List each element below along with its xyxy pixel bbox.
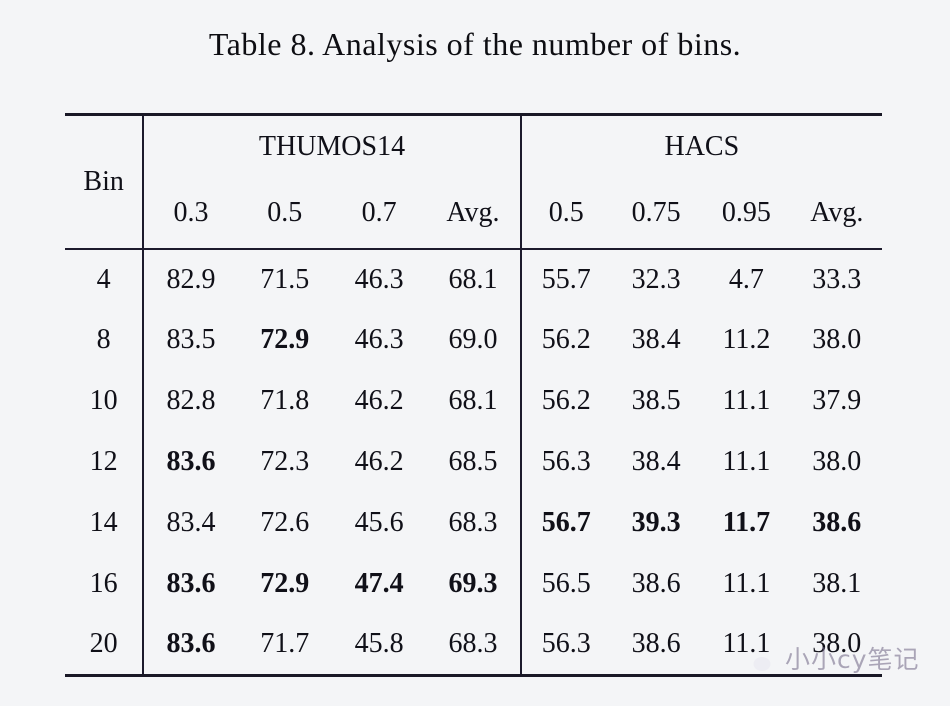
subheader-hacs-0.5: 0.5 (519, 178, 611, 250)
table-row: 12 83.6 72.3 46.2 68.5 56.3 38.4 11.1 38.0 (65, 431, 882, 493)
metric-cell: 83.5 (142, 309, 238, 371)
watermark-text: 小小cy笔记 (785, 645, 920, 674)
metric-cell: 71.8 (260, 385, 310, 416)
metric-cell: 11.7 (722, 507, 771, 538)
metric-cell: 11.1 (722, 385, 771, 416)
subheader-thumos-avg: Avg. (426, 178, 521, 250)
subheader-hacs-avg: Avg. (791, 178, 882, 250)
metric-cell: 38.6 (812, 507, 862, 538)
bin-value: 8 (96, 324, 111, 355)
metric-cell: 72.3 (260, 446, 310, 477)
bin-value: 4 (96, 263, 111, 295)
metric-cell: 56.2 (519, 309, 611, 371)
metric-cell: 72.9 (260, 568, 310, 599)
subheader-hacs-0.75: 0.75 (610, 178, 702, 250)
metric-cell: 71.7 (260, 628, 310, 660)
metric-cell: 72.6 (260, 507, 310, 538)
metric-cell: 33.3 (812, 263, 862, 295)
metric-cell: 38.5 (631, 385, 681, 416)
bin-value: 14 (89, 507, 118, 538)
bin-value: 12 (89, 446, 118, 477)
subheader-thumos-0.7: 0.7 (331, 178, 427, 250)
metric-cell: 69.3 (448, 568, 498, 599)
bin-value: 20 (89, 628, 118, 660)
metric-cell: 37.9 (812, 385, 862, 416)
metric-cell: 38.0 (812, 628, 862, 660)
metric-cell: 39.3 (631, 507, 681, 538)
metric-cell: 68.5 (448, 446, 498, 477)
metric-cell: 71.5 (260, 263, 310, 295)
metric-cell: 38.6 (631, 628, 681, 660)
metric-cell: 68.3 (448, 628, 498, 660)
metric-cell: 11.1 (722, 568, 771, 599)
metric-cell: 68.1 (448, 263, 498, 295)
group-header-row: Bin THUMOS14 HACS (65, 114, 882, 250)
metric-cell: 47.4 (354, 568, 404, 599)
bin-column-header: Bin (65, 114, 144, 250)
table-row: 14 83.4 72.6 45.6 68.3 56.7 39.3 11.7 38.6 (65, 492, 882, 554)
metric-cell: 38.0 (812, 324, 862, 355)
metric-cell: 56.5 (519, 553, 611, 615)
metric-cell: 56.3 (519, 614, 611, 676)
metric-cell: 56.3 (519, 431, 611, 493)
metric-cell: 45.8 (354, 628, 404, 660)
watermark: 小小cy笔记 (742, 640, 920, 676)
metric-cell: 11.1 (722, 446, 771, 477)
table-row: 20 83.6 71.7 45.8 68.3 56.3 38.6 11.1 38.0 (65, 614, 882, 676)
metric-cell: 32.3 (631, 263, 681, 295)
bins-analysis-table: Bin THUMOS14 HACS 0.3 0.5 0.7 Avg. 0.5 0… (65, 113, 882, 677)
subheader-thumos-0.5: 0.5 (237, 178, 332, 250)
metric-cell: 82.9 (142, 248, 238, 310)
metric-cell: 56.2 (519, 370, 611, 432)
metric-cell: 46.2 (354, 446, 404, 477)
table-body: 4 82.9 71.5 46.3 68.1 55.7 32.3 4.7 33.3 8 83.5 72.… (65, 248, 882, 676)
metric-cell: 38.4 (631, 324, 681, 355)
subheader-row: 0.3 0.5 0.7 Avg. 0.5 0.75 0.95 Avg. (65, 178, 882, 250)
table-caption: Table 8. Analysis of the number of bins. (208, 26, 742, 62)
table-row: 16 83.6 72.9 47.4 69.3 56.5 38.6 11.1 38.1 (65, 553, 882, 615)
metric-cell: 38.1 (812, 568, 862, 599)
metric-cell: 38.6 (631, 568, 681, 599)
subheader-hacs-0.95: 0.95 (701, 178, 792, 250)
metric-cell: 38.0 (812, 446, 862, 477)
metric-cell: 83.6 (142, 614, 238, 676)
metric-cell: 56.7 (519, 492, 611, 554)
metric-cell: 55.7 (519, 248, 611, 310)
metric-cell: 46.2 (354, 385, 404, 416)
metric-cell: 83.4 (142, 492, 238, 554)
metric-cell: 46.3 (354, 263, 404, 295)
metric-cell: 46.3 (354, 324, 404, 355)
group-header-hacs: HACS (519, 114, 882, 179)
metric-cell: 69.0 (448, 324, 498, 355)
group-header-thumos14: THUMOS14 (142, 114, 521, 179)
metric-cell: 83.6 (142, 431, 238, 493)
metric-cell: 11.1 (722, 628, 771, 660)
table-row: 8 83.5 72.9 46.3 69.0 56.2 38.4 11.2 38.0 (65, 309, 882, 371)
metric-cell: 4.7 (728, 263, 764, 295)
metric-cell: 38.4 (631, 446, 681, 477)
metric-cell: 68.1 (448, 385, 498, 416)
metric-cell: 72.9 (260, 324, 310, 355)
table-row: 4 82.9 71.5 46.3 68.1 55.7 32.3 4.7 33.3 (65, 248, 882, 310)
paw-icon (753, 657, 771, 671)
metric-cell: 45.6 (354, 507, 404, 538)
subheader-thumos-0.3: 0.3 (142, 178, 238, 250)
metric-cell: 82.8 (142, 370, 238, 432)
metric-cell: 83.6 (142, 553, 238, 615)
bin-value: 16 (89, 568, 118, 599)
metric-cell: 11.2 (722, 324, 771, 355)
metric-cell: 68.3 (448, 507, 498, 538)
table-row: 10 82.8 71.8 46.2 68.1 56.2 38.5 11.1 37.9 (65, 370, 882, 432)
bin-value: 10 (89, 385, 118, 416)
